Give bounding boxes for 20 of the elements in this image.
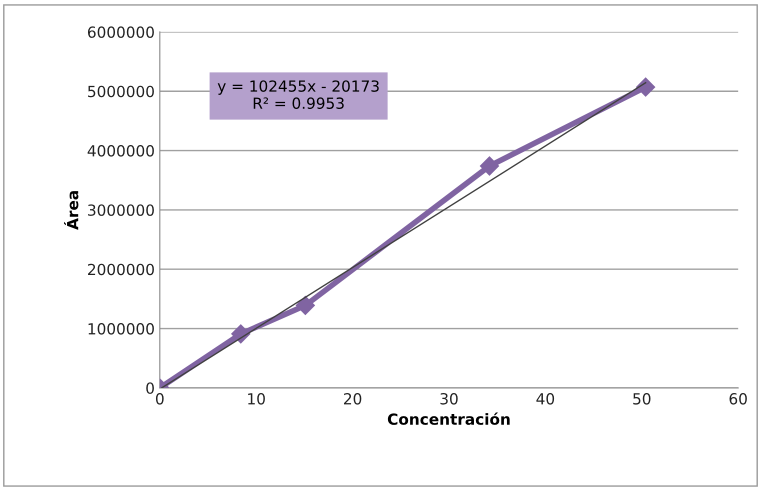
x-tick-label: 20: [344, 393, 362, 405]
y-tick-label: 1000000: [88, 323, 154, 335]
y-tick-label: 2000000: [88, 264, 154, 276]
y-tick-label: 5000000: [88, 86, 154, 98]
y-tick-label: 6000000: [88, 26, 154, 38]
x-tick-label: 60: [730, 393, 747, 405]
x-tick-label: 50: [633, 393, 650, 405]
y-tick-label: 4000000: [88, 145, 154, 157]
x-tick-label: 30: [440, 393, 458, 405]
point: [296, 296, 315, 315]
x-tick-label: 0: [156, 393, 164, 405]
y-axis-title: Área: [64, 191, 78, 230]
y-tick-label: 0: [146, 382, 154, 394]
x-tick-label: 10: [248, 393, 265, 405]
point: [636, 78, 656, 97]
x-tick-label: 40: [536, 393, 554, 405]
point: [480, 156, 500, 176]
y-tick-label: 3000000: [88, 204, 154, 216]
x-axis-title: Concentración: [388, 412, 510, 425]
annotation: y = 102455x - 20173 R² = 0.9953: [218, 80, 379, 109]
